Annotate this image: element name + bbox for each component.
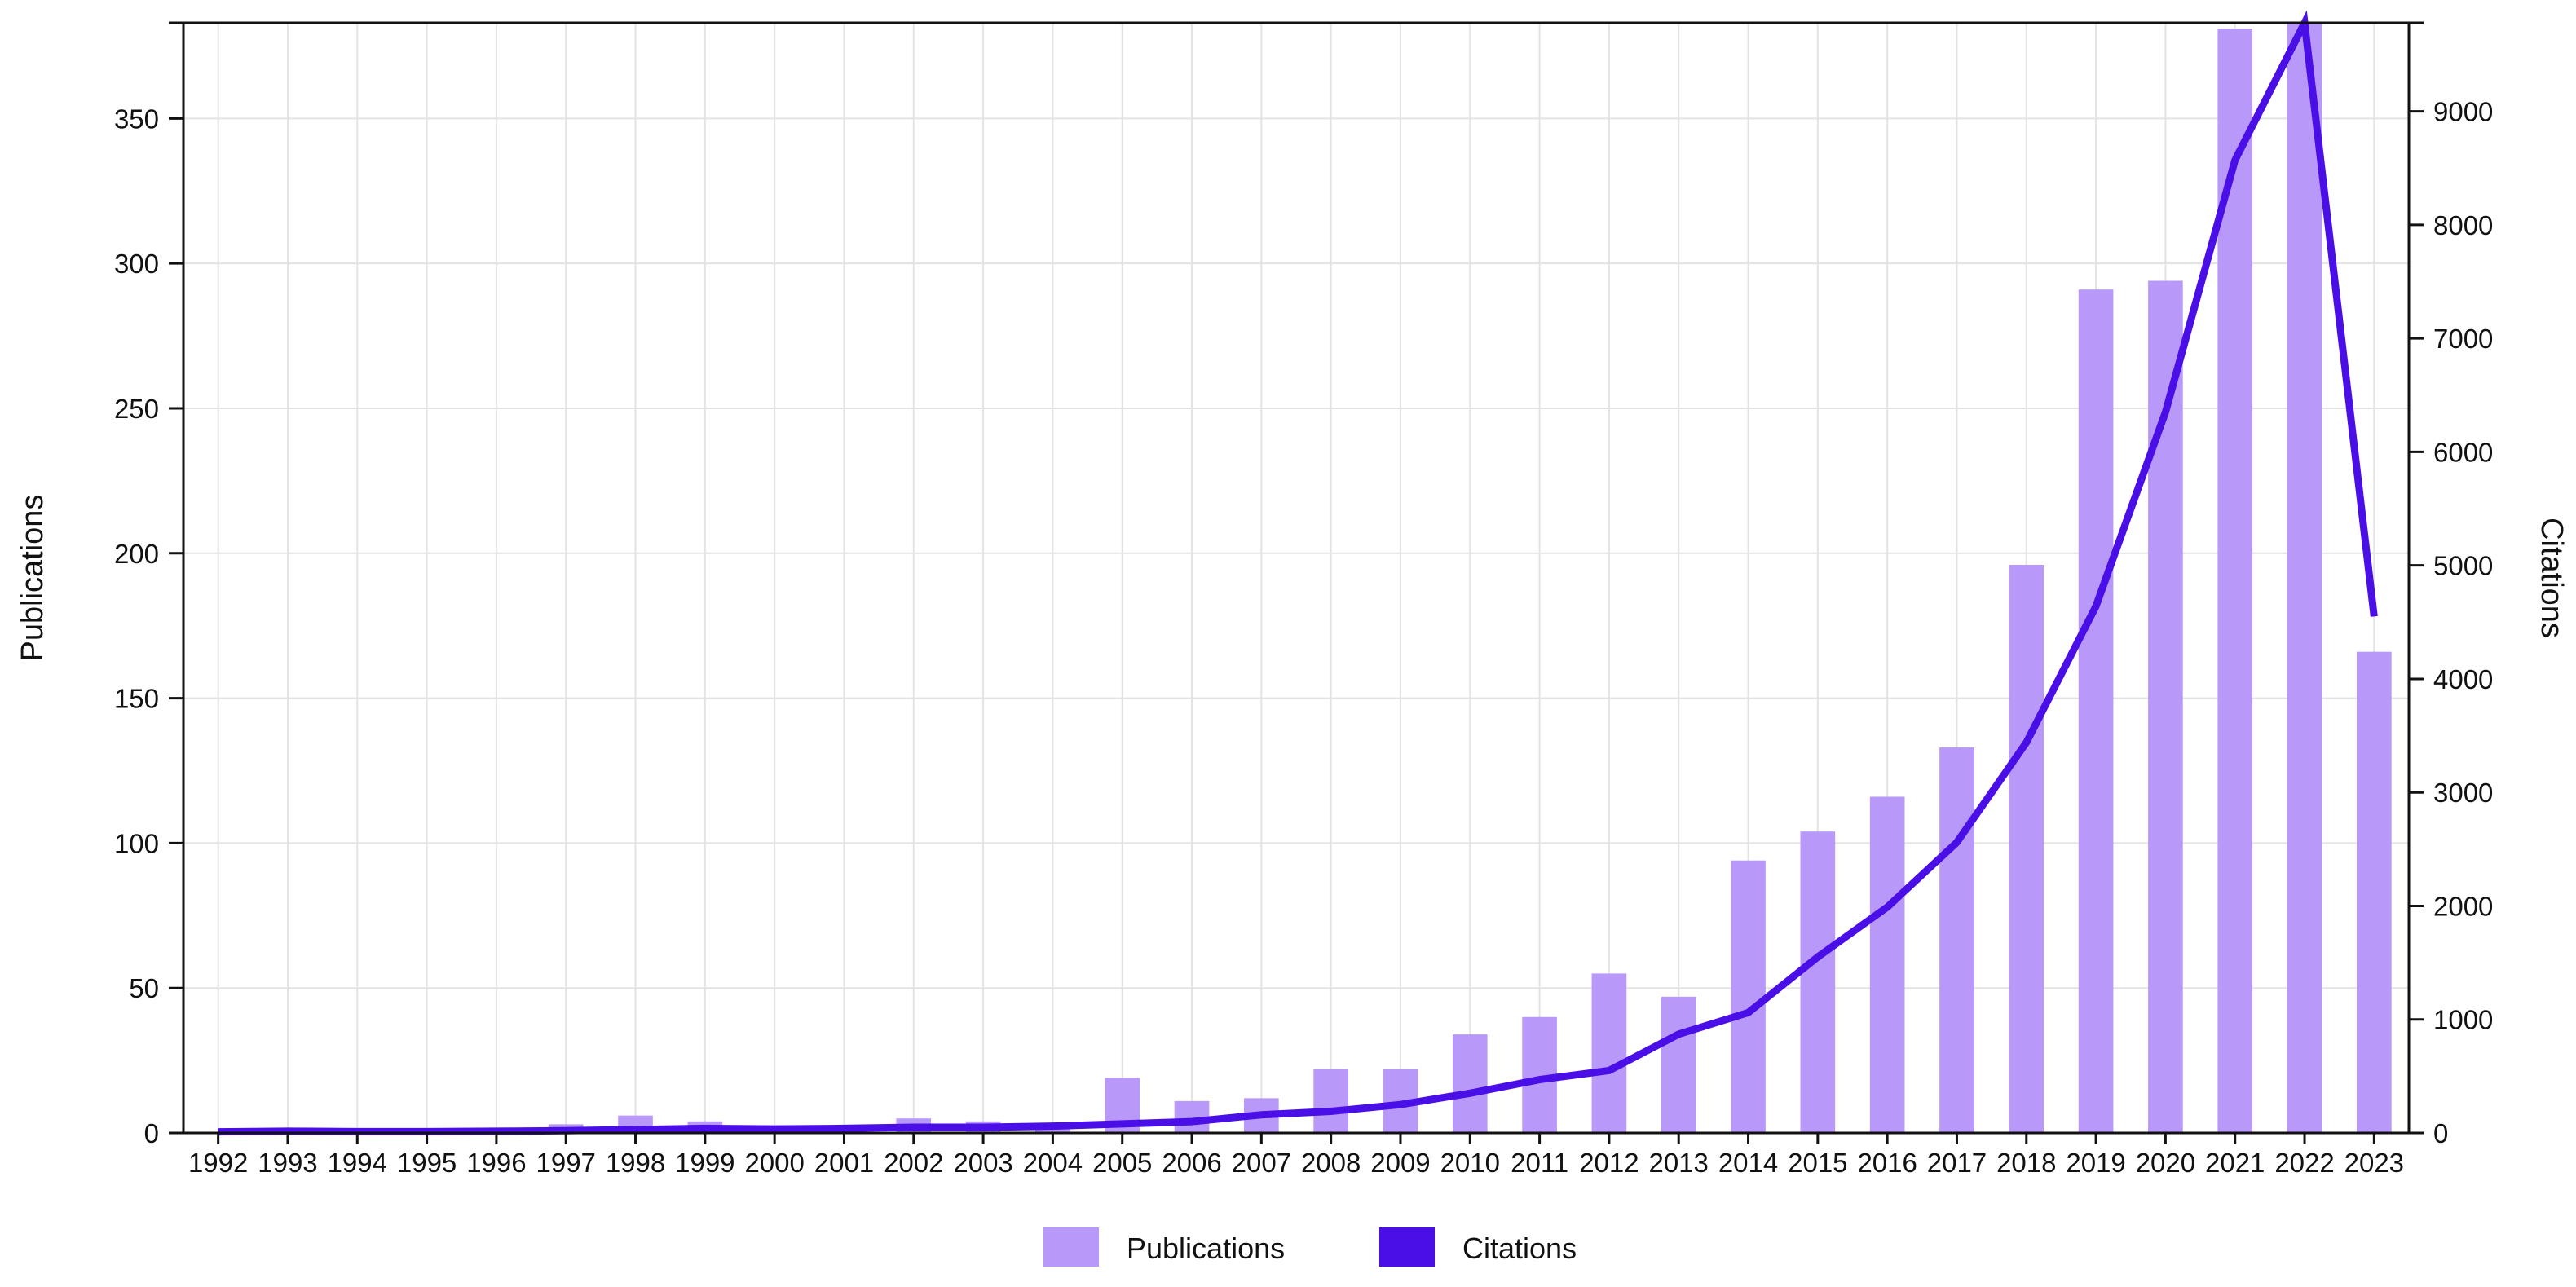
x-tick-label: 1999 xyxy=(675,1148,734,1178)
x-tick-label: 2014 xyxy=(1718,1148,1778,1178)
publication-bar xyxy=(1731,860,1766,1133)
left-tick-label: 300 xyxy=(114,249,159,279)
right-axis-ticks: 0 1000 2000 3000 4000 5000 6000 7000 8000 9000 xyxy=(2409,97,2493,1148)
left-tick-label: 100 xyxy=(114,828,159,858)
x-tick-label: 1996 xyxy=(466,1148,526,1178)
right-tick-label: 3000 xyxy=(2433,778,2493,808)
x-tick-label: 2007 xyxy=(1232,1148,1291,1178)
x-tick-label: 2016 xyxy=(1857,1148,1917,1178)
y-axis-title: Publications xyxy=(15,495,50,662)
x-tick-label: 2000 xyxy=(744,1148,804,1178)
publication-bar xyxy=(2357,651,2392,1133)
x-tick-label: 2023 xyxy=(2344,1148,2404,1178)
legend-label-publications: Publications xyxy=(1127,1232,1285,1265)
legend-label-citations: Citations xyxy=(1462,1232,1577,1265)
x-tick-label: 1994 xyxy=(328,1148,387,1178)
right-tick-label: 7000 xyxy=(2433,324,2493,354)
publication-bar xyxy=(2009,564,2044,1133)
x-tick-label: 2013 xyxy=(1649,1148,1709,1178)
x-tick-label: 2008 xyxy=(1301,1148,1361,1178)
publication-bar xyxy=(1661,996,1696,1133)
x-tick-label: 2019 xyxy=(2066,1148,2125,1178)
publication-bar xyxy=(2287,23,2322,1133)
x-tick-label: 2021 xyxy=(2205,1148,2265,1178)
legend: Publications Citations xyxy=(1043,1227,1577,1267)
publication-bar xyxy=(1313,1069,1348,1133)
publication-bar xyxy=(1591,973,1627,1133)
x-tick-label: 2015 xyxy=(1788,1148,1847,1178)
left-tick-label: 350 xyxy=(114,104,159,134)
x-tick-label: 1992 xyxy=(188,1148,248,1178)
x-tick-label: 2004 xyxy=(1023,1148,1083,1178)
x-axis-ticks: 1992 1993 1994 1995 1996 1997 1998 1999 2000 2001… xyxy=(188,1133,2404,1178)
x-tick-label: 2012 xyxy=(1579,1148,1639,1178)
x-tick-label: 2022 xyxy=(2274,1148,2334,1178)
axes xyxy=(169,21,2424,1135)
right-tick-label: 2000 xyxy=(2433,891,2493,921)
x-tick-label: 2011 xyxy=(1511,1148,1568,1178)
left-tick-label: 50 xyxy=(129,973,159,1003)
x-tick-label: 2006 xyxy=(1162,1148,1221,1178)
publication-bar xyxy=(1452,1034,1488,1133)
grid xyxy=(183,23,2409,1133)
publication-bar xyxy=(1939,747,1974,1133)
x-tick-label: 1995 xyxy=(397,1148,457,1178)
publication-bar xyxy=(1800,831,1836,1133)
x-tick-label: 2003 xyxy=(953,1148,1012,1178)
right-tick-label: 5000 xyxy=(2433,551,2493,581)
legend-swatch-publications xyxy=(1043,1227,1099,1267)
publication-bar xyxy=(2078,289,2114,1133)
right-tick-label: 0 xyxy=(2433,1118,2448,1148)
legend-swatch-citations xyxy=(1379,1227,1435,1267)
citations-line xyxy=(218,10,2378,1136)
left-tick-label: 0 xyxy=(144,1118,159,1148)
x-tick-label: 2018 xyxy=(1996,1148,2056,1178)
x-tick-label: 2010 xyxy=(1440,1148,1500,1178)
right-tick-label: 4000 xyxy=(2433,664,2493,694)
publication-bar xyxy=(1869,796,1905,1133)
x-tick-label: 2017 xyxy=(1927,1148,1987,1178)
right-tick-label: 6000 xyxy=(2433,437,2493,467)
x-tick-label: 2020 xyxy=(2136,1148,2195,1178)
publication-bar xyxy=(1035,1126,1070,1133)
x-tick-label: 2001 xyxy=(814,1148,874,1178)
x-tick-label: 2005 xyxy=(1092,1148,1152,1178)
citations-line-group xyxy=(218,10,2378,1136)
left-tick-label: 250 xyxy=(114,394,159,424)
x-tick-label: 2009 xyxy=(1370,1148,1430,1178)
left-tick-label: 150 xyxy=(114,684,159,714)
x-tick-label: 1997 xyxy=(536,1148,596,1178)
left-tick-label: 200 xyxy=(114,539,159,569)
x-tick-label: 1993 xyxy=(258,1148,317,1178)
left-axis-ticks: 0 50 100 150 200 250 300 350 xyxy=(114,104,183,1148)
x-tick-label: 1998 xyxy=(606,1148,665,1178)
right-tick-label: 1000 xyxy=(2433,1005,2493,1035)
right-tick-label: 8000 xyxy=(2433,210,2493,240)
right-tick-label: 9000 xyxy=(2433,97,2493,127)
publications-bars xyxy=(479,23,2392,1133)
x-tick-label: 2002 xyxy=(884,1148,943,1178)
y2-axis-title: Citations xyxy=(2534,518,2569,638)
